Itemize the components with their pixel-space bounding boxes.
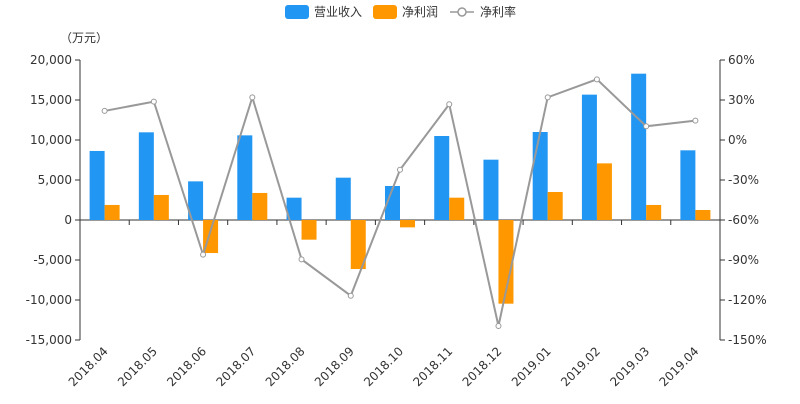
left-tick-label: 10,000 — [30, 133, 72, 147]
x-tick-label: 2019.02 — [558, 344, 603, 389]
left-tick-label: -5,000 — [33, 253, 72, 267]
net-profit-bar — [153, 194, 169, 220]
revenue-bar — [188, 181, 204, 220]
revenue-bar — [335, 177, 351, 220]
net-margin-point — [200, 251, 207, 258]
x-tick-label: 2018.05 — [115, 344, 160, 389]
net-margin-point — [544, 94, 551, 101]
net-profit-bar — [646, 204, 662, 220]
revenue-bar — [581, 94, 597, 220]
net-margin-point — [347, 292, 354, 299]
net-profit-bar — [547, 192, 563, 220]
net-margin-point — [593, 76, 600, 83]
right-tick-label: -120% — [728, 293, 767, 307]
right-tick-label: -60% — [728, 213, 759, 227]
net-margin-point — [495, 323, 502, 329]
right-tick-label: -90% — [728, 253, 759, 267]
net-profit-bar — [695, 210, 711, 220]
right-tick-label: -30% — [728, 173, 759, 187]
net-profit-bar — [400, 220, 415, 228]
net-margin-point — [643, 123, 650, 130]
net-profit-bar — [104, 204, 120, 220]
revenue-bar — [286, 197, 302, 220]
revenue-bar — [680, 150, 696, 220]
left-tick-label: 20,000 — [30, 53, 72, 67]
left-tick-label: 15,000 — [30, 93, 72, 107]
net-profit-bar — [449, 197, 465, 220]
left-tick-label: 0 — [64, 213, 72, 227]
revenue-bar — [89, 150, 105, 220]
right-tick-label: 30% — [728, 93, 755, 107]
revenue-bar — [631, 73, 647, 221]
net-margin-point — [692, 117, 699, 124]
net-profit-bar — [498, 220, 514, 304]
legend-label: 营业收入 — [314, 5, 362, 19]
net-margin-point — [101, 107, 108, 114]
revenue-bar — [483, 159, 499, 220]
left-tick-label: 5,000 — [38, 173, 72, 187]
legend-swatch-net-profit — [373, 5, 397, 19]
right-tick-label: 0% — [728, 133, 747, 147]
revenue-bar — [434, 136, 450, 220]
right-tick-label: 60% — [728, 53, 755, 67]
x-tick-label: 2019.01 — [509, 344, 554, 389]
revenue-bar — [237, 135, 253, 220]
x-tick-label: 2018.09 — [312, 344, 357, 389]
net-margin-point — [150, 98, 157, 105]
right-tick-label: -150% — [728, 333, 767, 347]
x-tick-label: 2019.04 — [657, 344, 702, 389]
net-profit-bar — [596, 163, 612, 220]
x-tick-label: 2018.04 — [66, 344, 111, 389]
net-profit-bar — [350, 220, 366, 270]
revenue-bar — [385, 186, 400, 220]
unit-label: （万元） — [60, 31, 108, 45]
left-tick-label: -10,000 — [26, 293, 72, 307]
net-margin-point — [446, 101, 453, 108]
x-tick-label: 2019.03 — [607, 344, 652, 389]
x-tick-label: 2018.08 — [263, 344, 308, 389]
x-tick-label: 2018.11 — [410, 344, 455, 389]
net-margin-point — [298, 256, 305, 263]
x-tick-label: 2018.06 — [164, 344, 209, 389]
left-tick-label: -15,000 — [26, 333, 72, 347]
legend-label: 净利率 — [480, 4, 516, 19]
legend-label: 净利润 — [402, 5, 438, 19]
x-tick-label: 2018.10 — [361, 344, 406, 389]
legend-marker-icon — [457, 7, 467, 17]
revenue-bar — [138, 132, 154, 220]
net-margin-point — [249, 94, 256, 101]
net-profit-bar — [301, 220, 317, 240]
revenue-bar — [532, 132, 548, 220]
x-tick-label: 2018.12 — [460, 344, 505, 389]
net-profit-bar — [252, 192, 268, 220]
net-margin-point — [397, 166, 403, 173]
legend-swatch-revenue — [285, 5, 309, 19]
x-tick-label: 2018.07 — [213, 344, 258, 389]
